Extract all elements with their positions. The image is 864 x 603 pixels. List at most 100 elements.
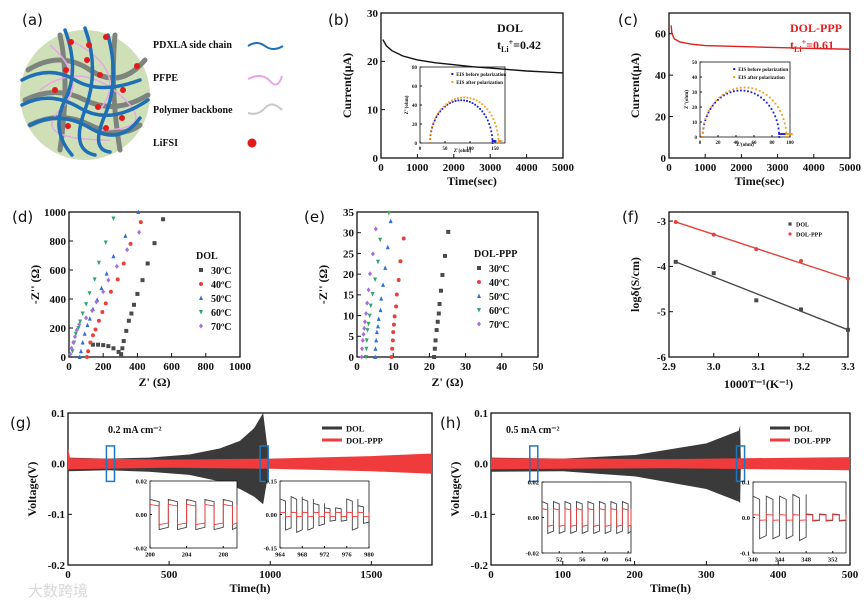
data-point [488, 111, 491, 114]
voltage-band-DOL-PPP [68, 448, 432, 474]
y-tick-label: 0.0 [474, 459, 488, 471]
data-point [494, 121, 496, 124]
plots: (a) (b) (c)(d) (e) (f)(g) (h)0 1000 2000 3000 400… [10, 8, 862, 595]
x-tick-label: 0 [488, 569, 494, 581]
data-point [199, 310, 203, 315]
panel-label-f: (f) [622, 208, 639, 226]
data-point [772, 111, 775, 114]
data-point [747, 90, 749, 93]
series-40ºC: 40ºC [84, 220, 232, 359]
y-tick-label: -4 [657, 261, 667, 273]
data-point [472, 98, 475, 101]
data-point [778, 133, 781, 135]
data-point [96, 318, 101, 323]
data-point [106, 277, 111, 283]
voltage-band-DOL [68, 413, 269, 505]
axes-h: 0 100 200 300 400 500 -0.2 -0.1 0.0 0.1 Time(h) Vol… [448, 408, 859, 595]
x-tick-label: 40 [496, 361, 508, 373]
y-tick-label: 1000 [44, 207, 67, 219]
data-point [485, 116, 488, 119]
y-tick-label: 15 [343, 290, 355, 302]
data-point [758, 89, 761, 92]
data-point [711, 271, 716, 276]
x-tick-label: 60 [752, 141, 758, 146]
data-point [385, 244, 390, 250]
schematic-legend: PDXLA side chain PFPE Polymer backbone L… [153, 40, 284, 149]
data-point [743, 89, 746, 92]
x-tick-label: 20 [424, 361, 436, 373]
data-point [68, 351, 73, 357]
data-point [96, 260, 101, 266]
x-tick-label: 1000 [406, 162, 429, 174]
x-tick-label: 5000 [839, 162, 862, 174]
data-point [486, 119, 489, 122]
data-point [381, 282, 386, 287]
data-point [703, 122, 706, 125]
data-point [391, 330, 396, 335]
data-point [768, 104, 771, 107]
panel-label-g: (g) [10, 414, 31, 432]
data-point [69, 345, 74, 351]
x-tick-label: 976 [342, 552, 353, 559]
data-point [786, 133, 789, 135]
fit-line [675, 261, 849, 331]
y-tick-label: 50 [692, 61, 698, 66]
data-point [768, 96, 771, 99]
legend-label: 60ºC [489, 306, 510, 317]
x-tick-label: 964 [275, 552, 286, 559]
y-tick-label: -0.02 [133, 545, 147, 552]
x-tick-label: 348 [801, 557, 812, 564]
data-point [477, 308, 481, 313]
x-tick-label: 0 [378, 162, 384, 174]
data-point [466, 100, 468, 102]
data-point [96, 342, 101, 347]
data-point [454, 100, 457, 102]
data-point [673, 219, 678, 224]
data-point [777, 106, 779, 109]
data-point [140, 278, 145, 283]
y-axis-label: Z''(ohm) [685, 90, 690, 109]
data-point [451, 73, 454, 75]
data-point [765, 94, 768, 96]
data-point [785, 136, 788, 138]
data-point [391, 322, 396, 327]
data-point [783, 122, 786, 125]
data-point [718, 96, 721, 99]
zoom-highlight-box [529, 445, 539, 483]
data-point [500, 140, 503, 142]
data-point [701, 131, 704, 134]
x-tick-label: 968 [297, 552, 308, 559]
x-tick-label: 300 [698, 569, 715, 581]
data-point [74, 327, 79, 333]
data-point [431, 126, 434, 129]
y-tick-label: 20 [367, 56, 379, 68]
data-point [80, 340, 85, 345]
data-point [497, 133, 499, 136]
data-point [152, 241, 157, 246]
x-tick-label: 0 [419, 147, 422, 152]
data-point [449, 102, 451, 105]
panel-label-a: (a) [22, 11, 43, 29]
panel-label-e: (e) [304, 208, 325, 226]
data-point [782, 118, 785, 121]
x-axis-label: Z' (Ω) [139, 375, 171, 389]
data-point [446, 103, 449, 106]
series-50ºC: 50ºC [77, 209, 232, 359]
x-axis-label: Time(h) [650, 581, 691, 595]
x-tick-label: 3.3 [841, 361, 855, 373]
data-point [121, 339, 126, 344]
data-point [750, 91, 753, 94]
data-point [87, 291, 92, 296]
x-tick-label: 3.0 [707, 361, 721, 373]
x-axis-label: Z' (Ω) [432, 375, 464, 389]
data-point [394, 304, 399, 309]
axes-f: 2.9 3.0 3.1 3.2 3.3 -6 -5 -4 -3 1000T⁻¹(K⁻¹) logδ(… [628, 211, 855, 391]
data-point [460, 99, 463, 102]
data-point [84, 302, 89, 307]
data-point [439, 110, 442, 113]
legend-title: DOL [196, 251, 218, 262]
x-tick-label: 0 [699, 141, 702, 146]
x-tick-label: 1000 [259, 569, 282, 581]
data-point [388, 218, 393, 224]
